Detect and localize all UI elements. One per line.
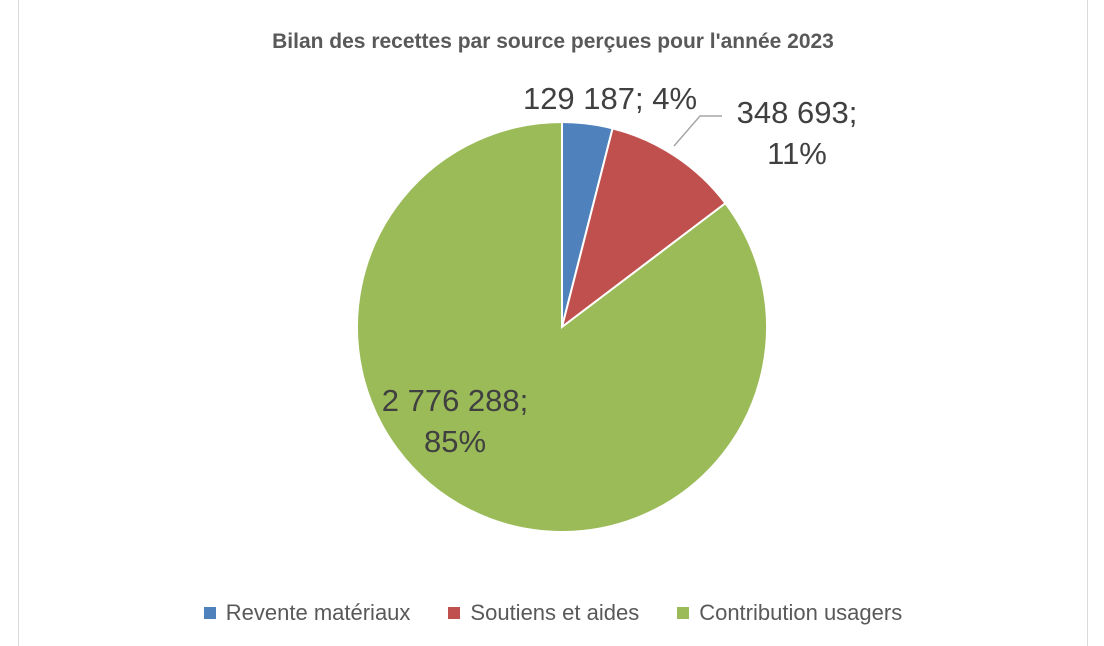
pie-slice — [560, 127, 727, 330]
data-label: 348 693; 11% — [736, 95, 858, 171]
legend-item: Revente matériaux — [203, 600, 411, 626]
legend-item: Contribution usagers — [677, 600, 902, 626]
chart-title: Bilan des recettes par source perçues po… — [272, 30, 834, 53]
data-label: 129 187; 4% — [522, 81, 698, 116]
chart-frame — [18, 0, 1088, 646]
leader-line — [673, 115, 722, 147]
legend: Revente matériaux Soutiens et aides Contri… — [18, 600, 1088, 626]
legend-label: Contribution usagers — [699, 600, 903, 625]
pie-slice — [356, 120, 768, 533]
legend-swatch — [203, 607, 216, 619]
legend-swatch — [677, 607, 690, 619]
legend-item: Soutiens et aides — [448, 600, 639, 626]
legend-label: Revente matériaux — [225, 600, 411, 625]
legend-label: Soutiens et aides — [470, 600, 640, 625]
legend-swatch — [448, 607, 461, 619]
data-label: 2 776 288; 85% — [381, 383, 529, 459]
